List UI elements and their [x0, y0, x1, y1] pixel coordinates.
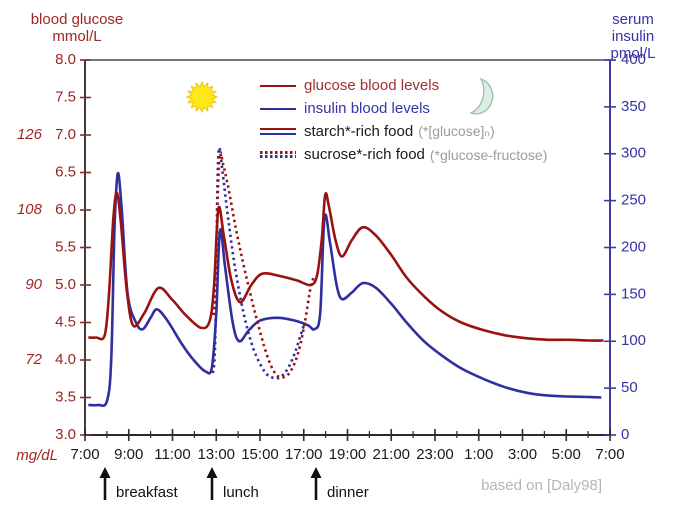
legend-label-glucose: glucose blood levels: [304, 77, 440, 94]
series-path-0: [88, 191, 604, 342]
right-axis-title: serum insulin pmol/L: [590, 11, 676, 62]
left-tick-label: 7.0: [55, 126, 76, 143]
right-tick-label: 300: [621, 145, 646, 162]
right-tick-label: 0: [621, 426, 629, 443]
x-tick-label: 19:00: [329, 446, 367, 463]
breakfast-arrow-icon: [99, 467, 111, 500]
legend-note-sucrose: (*glucose-fructose): [429, 146, 548, 163]
breakfast-annotation: breakfast: [97, 467, 178, 501]
x-tick-label: 7:00: [595, 446, 624, 463]
legend-item-insulin: insulin blood levels: [260, 97, 547, 120]
x-tick-label: 23:00: [416, 446, 454, 463]
legend-label-starch: starch*-rich food: [304, 123, 414, 140]
breakfast-label: breakfast: [116, 484, 178, 501]
left-axis-title-line2: mmol/L: [52, 28, 102, 45]
insulin-line-marker: [260, 107, 296, 110]
left-tick-label: 3.5: [55, 388, 76, 405]
legend: glucose blood levels insulin blood level…: [260, 74, 547, 166]
mgdl-tick-label: 126: [17, 126, 43, 143]
starch-double-line-marker: [260, 128, 296, 135]
mgdl-tick-label: 108: [17, 201, 43, 218]
left-tick-label: 4.5: [55, 313, 76, 330]
x-tick-label: 13:00: [197, 446, 235, 463]
dinner-arrow-icon: [310, 467, 322, 500]
left-tick-label: 4.0: [55, 351, 76, 368]
x-tick-label: 15:00: [241, 446, 279, 463]
lunch-arrow-icon: [206, 467, 218, 500]
attribution-text: based on [Daly98]: [481, 477, 602, 494]
right-axis-title-line2: pmol/L: [610, 45, 656, 62]
legend-label-sucrose: sucrose*-rich food: [304, 146, 425, 163]
left-tick-label: 6.0: [55, 201, 76, 218]
right-tick-label: 50: [621, 379, 638, 396]
x-tick-label: 11:00: [154, 446, 190, 463]
x-tick-label: 3:00: [508, 446, 537, 463]
left-tick-label: 3.0: [55, 426, 76, 443]
x-tick-label: 21:00: [372, 446, 410, 463]
left-tick-label: 5.5: [55, 238, 76, 255]
x-tick-label: 7:00: [70, 446, 99, 463]
left-tick-label: 7.5: [55, 88, 76, 105]
legend-item-starch: starch*-rich food (*[glucose]ₙ): [260, 120, 547, 143]
right-tick-label: 200: [621, 238, 646, 255]
legend-label-insulin: insulin blood levels: [304, 100, 430, 117]
sun-icon: [186, 81, 218, 113]
x-tick-label: 5:00: [552, 446, 581, 463]
legend-item-sucrose: sucrose*-rich food (*glucose-fructose): [260, 143, 547, 166]
right-tick-label: 350: [621, 98, 646, 115]
right-tick-label: 400: [621, 51, 646, 68]
mgdl-axis-label: mg/dL: [16, 447, 58, 464]
legend-item-glucose: glucose blood levels: [260, 74, 547, 97]
series-path-3: [211, 146, 307, 380]
series-path-1: [88, 171, 602, 408]
left-tick-label: 8.0: [55, 51, 76, 68]
dinner-annotation: dinner: [308, 467, 369, 501]
legend-note-starch: (*[glucose]ₙ): [418, 123, 495, 139]
dinner-label: dinner: [327, 484, 369, 501]
right-tick-label: 100: [621, 332, 646, 349]
lunch-annotation: lunch: [204, 467, 259, 501]
mgdl-tick-label: 72: [25, 351, 42, 368]
sucrose-dotted-marker: [260, 151, 296, 158]
x-tick-label: 17:00: [285, 446, 323, 463]
left-tick-label: 5.0: [55, 276, 76, 293]
right-tick-label: 150: [621, 285, 646, 302]
right-axis-title-line1: serum insulin: [611, 11, 655, 45]
lunch-label: lunch: [223, 484, 259, 501]
mgdl-tick-label: 90: [25, 276, 42, 293]
right-tick-label: 250: [621, 192, 646, 209]
left-axis-title: blood glucose mmol/L: [16, 11, 138, 45]
moon-icon: [469, 77, 494, 115]
x-tick-label: 9:00: [114, 446, 143, 463]
left-axis-title-line1: blood glucose: [30, 11, 124, 28]
left-tick-label: 6.5: [55, 163, 76, 180]
x-tick-label: 1:00: [464, 446, 493, 463]
glucose-line-marker: [260, 84, 296, 87]
